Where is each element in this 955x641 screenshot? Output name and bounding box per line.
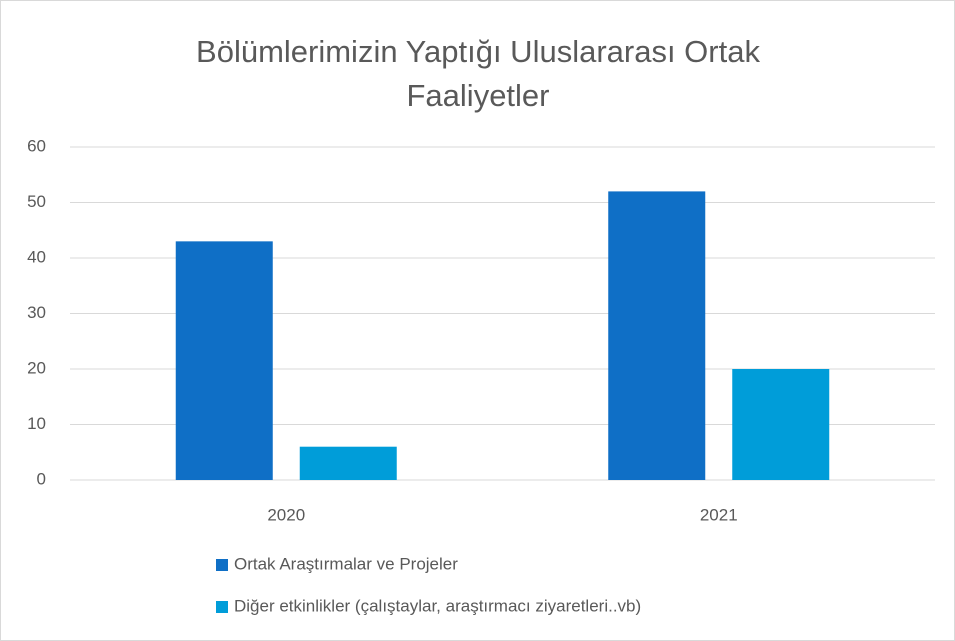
x-tick-label: 2020 bbox=[267, 505, 305, 524]
y-tick-label: 50 bbox=[27, 192, 46, 211]
x-tick-label: 2021 bbox=[700, 505, 738, 524]
y-tick-label: 20 bbox=[27, 358, 46, 377]
y-tick-label: 0 bbox=[37, 469, 46, 488]
bar bbox=[175, 241, 273, 480]
legend-label: Diğer etkinlikler (çalıştaylar, araştırm… bbox=[234, 596, 641, 615]
legend-label: Ortak Araştırmalar ve Projeler bbox=[234, 554, 458, 573]
bar bbox=[299, 446, 397, 480]
bar bbox=[608, 191, 706, 480]
legend-swatch bbox=[216, 559, 228, 571]
chart-title: Bölümlerimizin Yaptığı Uluslararası Orta… bbox=[196, 34, 760, 113]
bar bbox=[732, 369, 830, 480]
y-tick-label: 40 bbox=[27, 247, 46, 266]
y-tick-label: 10 bbox=[27, 414, 46, 433]
legend-swatch bbox=[216, 601, 228, 613]
y-tick-label: 30 bbox=[27, 303, 46, 322]
y-tick-label: 60 bbox=[27, 136, 46, 155]
